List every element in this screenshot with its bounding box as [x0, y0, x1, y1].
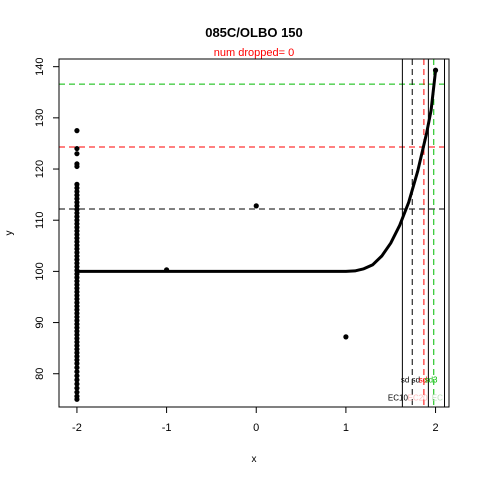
data-point-46 [74, 328, 80, 334]
data-point-14 [74, 214, 80, 220]
data-point-47 [74, 332, 80, 338]
data-point-57 [74, 369, 80, 375]
data-point-64 [74, 396, 80, 402]
fit-curve [76, 70, 438, 273]
data-point-66 [253, 203, 259, 209]
data-point-34 [74, 285, 80, 291]
data-point-35 [74, 289, 80, 295]
data-point-55 [74, 360, 80, 367]
data-point-38 [74, 300, 80, 306]
data-point-16 [74, 221, 80, 227]
data-point-26 [74, 257, 80, 263]
data-point-20 [74, 235, 80, 241]
marker-label-4: EC10 [388, 393, 409, 402]
marker-label-5: EC20 [408, 393, 429, 402]
data-point-0 [74, 128, 80, 134]
data-point-43 [74, 317, 80, 324]
data-point-23 [74, 246, 80, 252]
data-point-31 [74, 274, 80, 281]
data-point-18 [74, 228, 80, 234]
data-point-2 [74, 151, 80, 157]
data-point-30 [74, 271, 80, 277]
y-axis-label: y [4, 231, 15, 236]
data-point-13 [74, 210, 80, 216]
data-point-59 [74, 377, 80, 383]
data-point-9 [74, 196, 80, 202]
y-tick-label-3: 110 [34, 211, 46, 229]
data-point-56 [74, 364, 80, 371]
y-tick-label-5: 130 [34, 109, 46, 127]
data-point-1 [74, 145, 80, 152]
x-axis: -2 -1 0 1 2 [72, 407, 439, 434]
data-point-21 [74, 239, 80, 245]
data-point-39 [74, 303, 80, 309]
y-tick-label-4: 120 [34, 160, 46, 178]
marker-label-1: sd [412, 375, 420, 384]
data-point-48 [74, 335, 80, 342]
data-point-22 [74, 242, 80, 248]
data-point-60 [74, 381, 80, 387]
data-point-8 [74, 192, 80, 198]
y-tick-label-6: 140 [34, 57, 46, 75]
marker-label-6: EC [432, 393, 443, 402]
data-point-27 [74, 260, 80, 266]
x-axis-label: x [252, 454, 257, 465]
data-point-5 [74, 181, 80, 187]
data-point-50 [74, 342, 80, 349]
fit-curve-group [76, 70, 438, 273]
x-tick-label-3: 1 [343, 422, 349, 434]
chart-subtitle: num dropped= 0 [214, 47, 294, 59]
data-point-19 [74, 231, 80, 238]
data-point-11 [74, 203, 80, 209]
data-point-25 [74, 253, 80, 259]
data-point-36 [74, 292, 80, 299]
data-points [74, 67, 439, 402]
data-point-40 [74, 307, 80, 313]
data-point-32 [74, 278, 80, 284]
data-point-52 [74, 350, 80, 356]
data-point-4 [74, 163, 80, 170]
data-point-28 [74, 264, 80, 270]
data-point-37 [74, 296, 80, 302]
data-point-44 [74, 321, 80, 327]
data-point-33 [74, 282, 80, 288]
data-point-15 [74, 217, 80, 223]
data-point-12 [74, 206, 80, 213]
x-tick-label-2: 0 [253, 422, 259, 434]
data-point-42 [74, 314, 80, 320]
data-point-67 [343, 334, 349, 340]
data-point-29 [74, 267, 80, 273]
data-point-54 [74, 357, 80, 363]
y-tick-label-0: 80 [34, 368, 46, 380]
plot-frame [58, 58, 450, 408]
x-tick-label-0: -2 [72, 422, 82, 434]
marker-label-3: sd3 [425, 375, 438, 384]
data-point-24 [74, 249, 80, 256]
data-point-6 [74, 185, 80, 191]
data-point-62 [74, 389, 80, 395]
data-point-61 [74, 385, 80, 391]
data-point-65 [163, 267, 170, 273]
data-point-41 [74, 310, 80, 316]
x-tick-label-1: -1 [162, 422, 172, 434]
y-axis: 80 90 100 110 120 130 140 [34, 57, 59, 380]
chart-title: 085C/OLBO 150 [205, 25, 303, 40]
data-point-17 [74, 224, 80, 230]
data-point-10 [74, 199, 80, 205]
marker-label-2: sd [419, 375, 427, 384]
data-point-58 [74, 373, 80, 379]
data-point-7 [74, 188, 80, 195]
data-point-53 [74, 353, 80, 359]
data-point-51 [74, 346, 80, 352]
y-tick-label-2: 100 [34, 262, 46, 280]
data-point-49 [74, 339, 80, 345]
reference-lines [59, 59, 449, 407]
data-point-45 [74, 325, 80, 331]
data-point-68 [432, 67, 439, 73]
x-tick-label-4: 2 [432, 422, 438, 434]
marker-label-0: sd [401, 375, 409, 384]
y-tick-label-1: 90 [34, 316, 46, 328]
